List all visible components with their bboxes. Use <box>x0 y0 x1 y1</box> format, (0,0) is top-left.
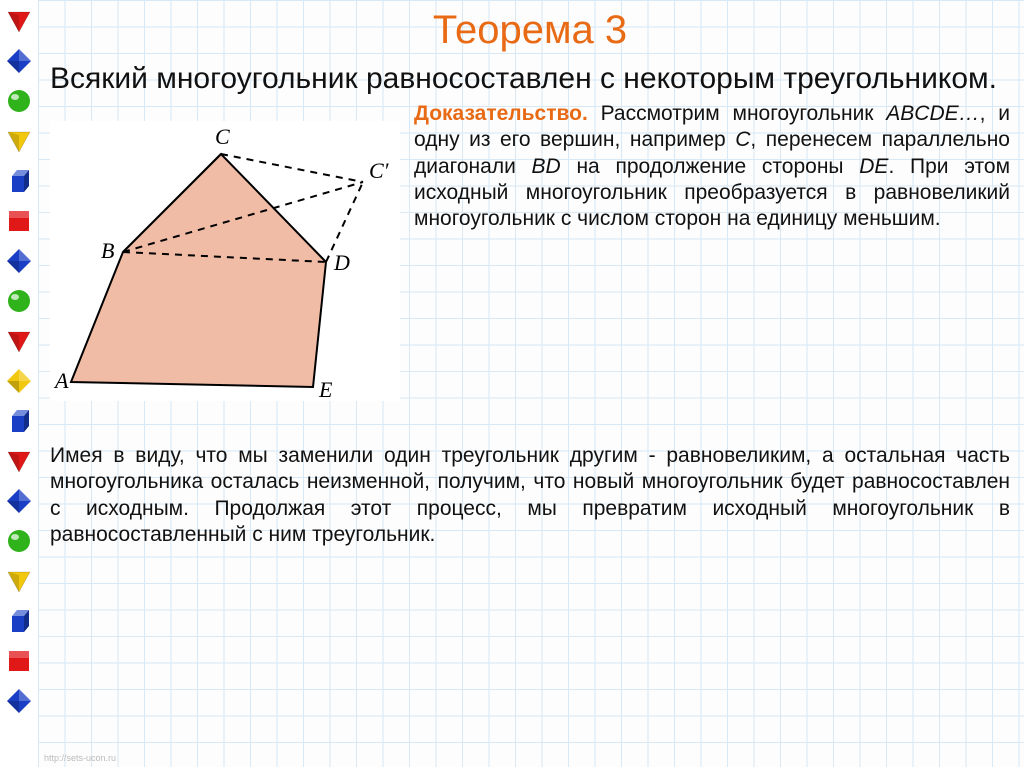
proof-part: Рассмотрим многоугольник <box>588 102 886 125</box>
proof-italic: BD <box>532 155 561 178</box>
proof-italic: DE <box>859 155 888 178</box>
slide-page: Теорема 3 Всякий многоугольник равносост… <box>0 0 1024 767</box>
svg-text:C: C <box>215 124 230 149</box>
proof-italic: C <box>735 128 750 151</box>
down-tri-icon <box>4 566 34 596</box>
cube-icon <box>4 406 34 436</box>
diamond-icon <box>4 366 34 396</box>
svg-text:C′: C′ <box>369 158 390 183</box>
circle-icon <box>4 526 34 556</box>
svg-text:D: D <box>333 250 350 275</box>
diamond-icon <box>4 46 34 76</box>
down-tri-icon <box>4 126 34 156</box>
cube-icon <box>4 166 34 196</box>
cube-icon <box>4 606 34 636</box>
square-icon <box>4 646 34 676</box>
svg-text:A: A <box>53 368 69 393</box>
watermark-text: http://sets-ucon.ru <box>44 753 116 763</box>
decorative-sidebar <box>0 0 38 767</box>
theorem-statement: Всякий многоугольник равносоставлен с не… <box>50 61 1010 97</box>
conclusion-text: Имея в виду, что мы заменили один треуго… <box>50 443 1010 548</box>
down-tri-icon <box>4 326 34 356</box>
proof-italic: ABCDE… <box>886 102 979 125</box>
diamond-icon <box>4 486 34 516</box>
proof-text: Доказательство. Рассмотрим многоугольник… <box>414 101 1010 232</box>
proof-label: Доказательство. <box>414 102 588 125</box>
content-area: Теорема 3 Всякий многоугольник равносост… <box>50 0 1010 548</box>
middle-row: ABCC′DE Доказательство. Рассмотрим много… <box>50 101 1010 401</box>
square-icon <box>4 206 34 236</box>
geometry-figure: A B C C′ D E <box>50 121 400 401</box>
diamond-icon <box>4 246 34 276</box>
circle-icon <box>4 286 34 316</box>
svg-text:B: B <box>101 238 114 263</box>
down-tri-icon <box>4 446 34 476</box>
proof-part: на продолжение стороны <box>561 155 860 178</box>
down-tri-icon <box>4 6 34 36</box>
diamond-icon <box>4 686 34 716</box>
svg-text:E: E <box>318 377 333 402</box>
circle-icon <box>4 86 34 116</box>
theorem-title: Теорема 3 <box>50 8 1010 53</box>
